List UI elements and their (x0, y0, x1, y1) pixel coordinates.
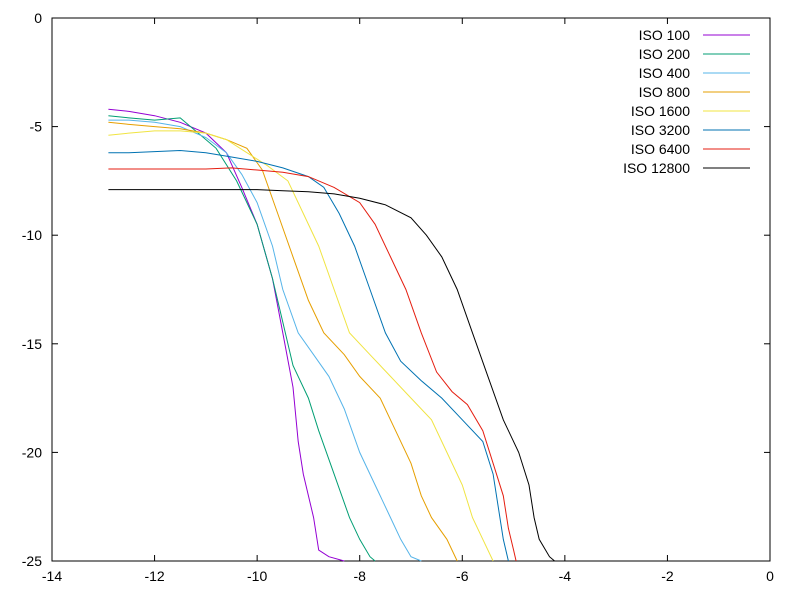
legend-label: ISO 3200 (631, 122, 690, 138)
x-tick-label: -6 (456, 568, 469, 584)
y-tick-label: -5 (30, 119, 43, 135)
legend-label: ISO 100 (639, 27, 691, 43)
y-tick-label: -20 (22, 444, 42, 460)
legend-label: ISO 800 (639, 84, 691, 100)
x-tick-label: -2 (661, 568, 674, 584)
axis-tick-labels: -14 -12 -10 -8 -6 -4 -2 00-5-10-15-20-25 (22, 10, 774, 584)
legend-label: ISO 6400 (631, 141, 690, 157)
series-line-iso-6400 (108, 167, 517, 562)
legend-label: ISO 1600 (631, 103, 690, 119)
x-tick-label: -8 (353, 568, 366, 584)
legend-label: ISO 12800 (623, 160, 690, 176)
series-line-iso-1600 (108, 130, 494, 562)
legend: ISO 100 ISO 200 ISO 400 ISO 800 ISO 1600 ISO … (623, 27, 750, 176)
y-tick-label: 0 (34, 10, 42, 26)
y-tick-label: -15 (22, 336, 42, 352)
x-tick-label: -10 (247, 568, 267, 584)
x-tick-label: 0 (766, 568, 774, 584)
legend-label: ISO 400 (639, 65, 691, 81)
y-tick-label: -10 (22, 227, 42, 243)
x-tick-label: -4 (559, 568, 572, 584)
legend-label: ISO 200 (639, 46, 691, 62)
series-line-iso-3200 (108, 149, 509, 562)
series-line-iso-12800 (108, 189, 555, 562)
series-line-iso-200 (108, 115, 376, 562)
y-tick-label: -25 (22, 553, 42, 569)
x-tick-label: -14 (42, 568, 62, 584)
axis-ticks (51, 17, 771, 562)
series-lines (108, 108, 555, 562)
series-line-iso-800 (108, 121, 458, 562)
plot-frame (51, 17, 771, 562)
x-tick-label: -12 (144, 568, 164, 584)
series-line-iso-400 (108, 119, 422, 562)
